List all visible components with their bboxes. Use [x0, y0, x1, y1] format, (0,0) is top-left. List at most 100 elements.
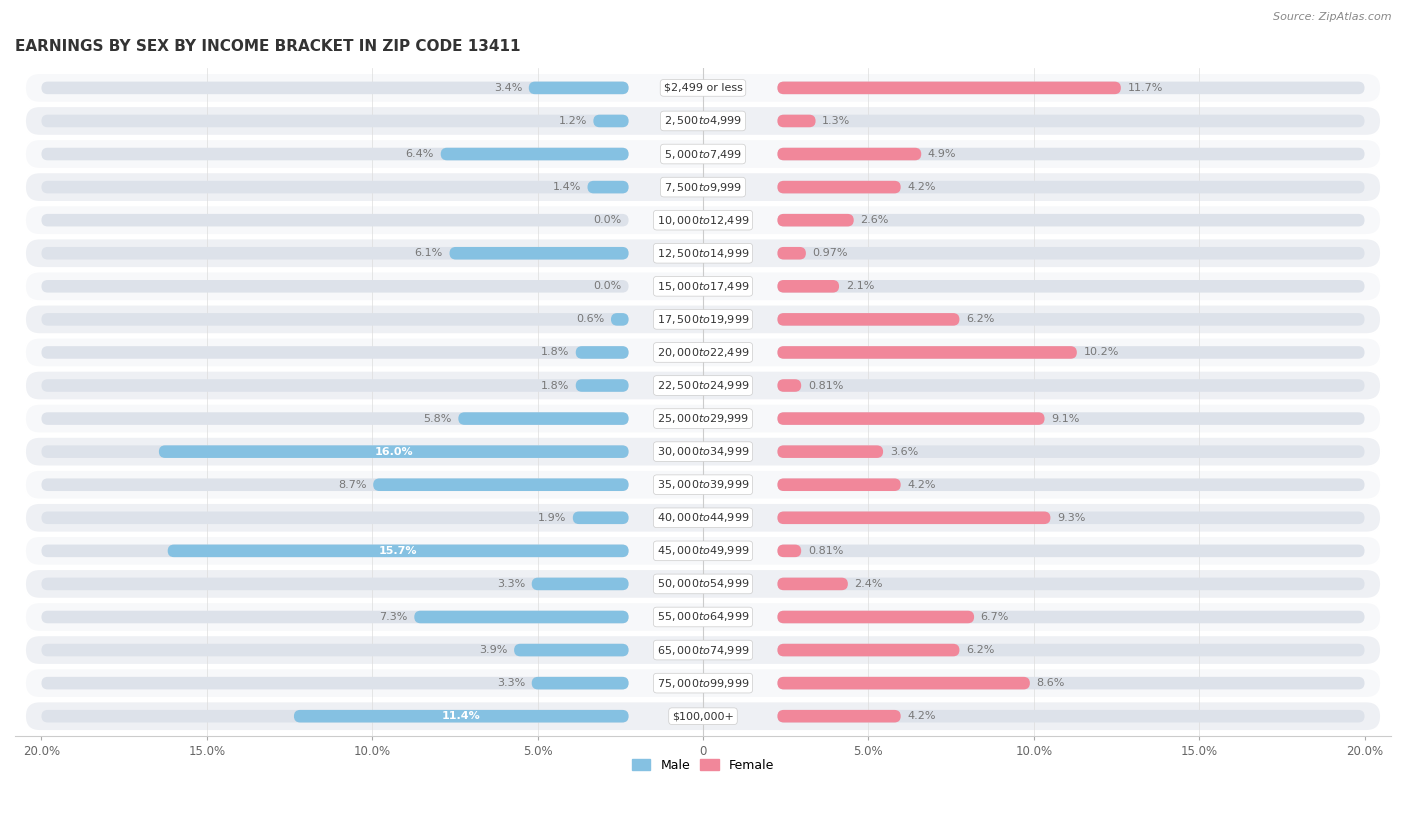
FancyBboxPatch shape [778, 346, 1365, 359]
FancyBboxPatch shape [25, 238, 1381, 268]
FancyBboxPatch shape [25, 569, 1381, 599]
Legend: Male, Female: Male, Female [627, 754, 779, 776]
FancyBboxPatch shape [25, 73, 1381, 102]
FancyBboxPatch shape [25, 106, 1381, 136]
Text: 6.7%: 6.7% [981, 612, 1010, 622]
Text: $100,000+: $100,000+ [672, 711, 734, 721]
Text: 1.2%: 1.2% [558, 116, 586, 126]
FancyBboxPatch shape [778, 478, 901, 491]
FancyBboxPatch shape [778, 446, 1365, 458]
Text: 2.4%: 2.4% [855, 579, 883, 589]
Text: 11.7%: 11.7% [1128, 83, 1163, 93]
FancyBboxPatch shape [25, 602, 1381, 632]
Text: 0.81%: 0.81% [808, 380, 844, 390]
Text: 10.2%: 10.2% [1084, 347, 1119, 358]
FancyBboxPatch shape [778, 511, 1365, 524]
FancyBboxPatch shape [778, 214, 853, 227]
Text: 2.6%: 2.6% [860, 215, 889, 225]
FancyBboxPatch shape [41, 115, 628, 128]
Text: 16.0%: 16.0% [374, 446, 413, 457]
FancyBboxPatch shape [778, 644, 959, 656]
Text: 4.2%: 4.2% [907, 182, 936, 192]
FancyBboxPatch shape [25, 702, 1381, 731]
FancyBboxPatch shape [440, 148, 628, 160]
FancyBboxPatch shape [41, 214, 628, 227]
FancyBboxPatch shape [572, 511, 628, 524]
FancyBboxPatch shape [593, 115, 628, 128]
FancyBboxPatch shape [778, 446, 883, 458]
FancyBboxPatch shape [25, 668, 1381, 698]
Text: $12,500 to $14,999: $12,500 to $14,999 [657, 246, 749, 259]
FancyBboxPatch shape [25, 371, 1381, 400]
Text: 3.4%: 3.4% [494, 83, 522, 93]
FancyBboxPatch shape [778, 81, 1365, 94]
FancyBboxPatch shape [25, 503, 1381, 533]
FancyBboxPatch shape [450, 247, 628, 259]
FancyBboxPatch shape [25, 404, 1381, 433]
FancyBboxPatch shape [778, 379, 801, 392]
Text: $30,000 to $34,999: $30,000 to $34,999 [657, 446, 749, 459]
Text: 6.2%: 6.2% [966, 645, 994, 655]
FancyBboxPatch shape [778, 710, 1365, 723]
Text: 6.1%: 6.1% [415, 248, 443, 259]
Text: 0.0%: 0.0% [593, 281, 621, 291]
FancyBboxPatch shape [159, 446, 628, 458]
FancyBboxPatch shape [458, 412, 628, 425]
FancyBboxPatch shape [778, 115, 1365, 128]
Text: 8.7%: 8.7% [337, 480, 367, 489]
Text: 0.97%: 0.97% [813, 248, 848, 259]
FancyBboxPatch shape [41, 148, 628, 160]
FancyBboxPatch shape [41, 644, 628, 656]
Text: $20,000 to $22,499: $20,000 to $22,499 [657, 346, 749, 359]
Text: 0.0%: 0.0% [593, 215, 621, 225]
FancyBboxPatch shape [778, 148, 1365, 160]
Text: 1.3%: 1.3% [823, 116, 851, 126]
FancyBboxPatch shape [778, 379, 1365, 392]
FancyBboxPatch shape [167, 545, 628, 557]
Text: 4.2%: 4.2% [907, 480, 936, 489]
FancyBboxPatch shape [778, 478, 1365, 491]
FancyBboxPatch shape [25, 635, 1381, 665]
FancyBboxPatch shape [41, 710, 628, 723]
Text: $5,000 to $7,499: $5,000 to $7,499 [664, 147, 742, 160]
Text: 2.1%: 2.1% [845, 281, 875, 291]
FancyBboxPatch shape [778, 115, 815, 128]
FancyBboxPatch shape [778, 313, 1365, 326]
Text: Source: ZipAtlas.com: Source: ZipAtlas.com [1274, 12, 1392, 22]
Text: $65,000 to $74,999: $65,000 to $74,999 [657, 644, 749, 657]
FancyBboxPatch shape [778, 247, 1365, 259]
FancyBboxPatch shape [778, 611, 1365, 624]
FancyBboxPatch shape [41, 280, 628, 293]
Text: 8.6%: 8.6% [1036, 678, 1064, 688]
FancyBboxPatch shape [41, 379, 628, 392]
FancyBboxPatch shape [778, 545, 801, 557]
FancyBboxPatch shape [294, 710, 628, 723]
FancyBboxPatch shape [41, 446, 628, 458]
FancyBboxPatch shape [25, 536, 1381, 566]
FancyBboxPatch shape [778, 677, 1029, 689]
Text: 1.4%: 1.4% [553, 182, 581, 192]
Text: 3.9%: 3.9% [479, 645, 508, 655]
Text: 1.8%: 1.8% [541, 380, 569, 390]
Text: 1.9%: 1.9% [538, 513, 567, 523]
FancyBboxPatch shape [41, 180, 628, 193]
Text: $2,500 to $4,999: $2,500 to $4,999 [664, 115, 742, 128]
FancyBboxPatch shape [778, 545, 1365, 557]
FancyBboxPatch shape [515, 644, 628, 656]
FancyBboxPatch shape [778, 644, 1365, 656]
Text: 9.1%: 9.1% [1052, 414, 1080, 424]
Text: $2,499 or less: $2,499 or less [664, 83, 742, 93]
FancyBboxPatch shape [41, 81, 628, 94]
Text: 6.4%: 6.4% [406, 149, 434, 159]
FancyBboxPatch shape [41, 346, 628, 359]
FancyBboxPatch shape [25, 470, 1381, 500]
Text: $45,000 to $49,999: $45,000 to $49,999 [657, 545, 749, 558]
FancyBboxPatch shape [778, 677, 1365, 689]
FancyBboxPatch shape [778, 280, 839, 293]
FancyBboxPatch shape [778, 412, 1365, 425]
Text: 11.4%: 11.4% [441, 711, 481, 721]
FancyBboxPatch shape [778, 578, 1365, 590]
FancyBboxPatch shape [25, 172, 1381, 202]
Text: EARNINGS BY SEX BY INCOME BRACKET IN ZIP CODE 13411: EARNINGS BY SEX BY INCOME BRACKET IN ZIP… [15, 39, 520, 54]
FancyBboxPatch shape [373, 478, 628, 491]
